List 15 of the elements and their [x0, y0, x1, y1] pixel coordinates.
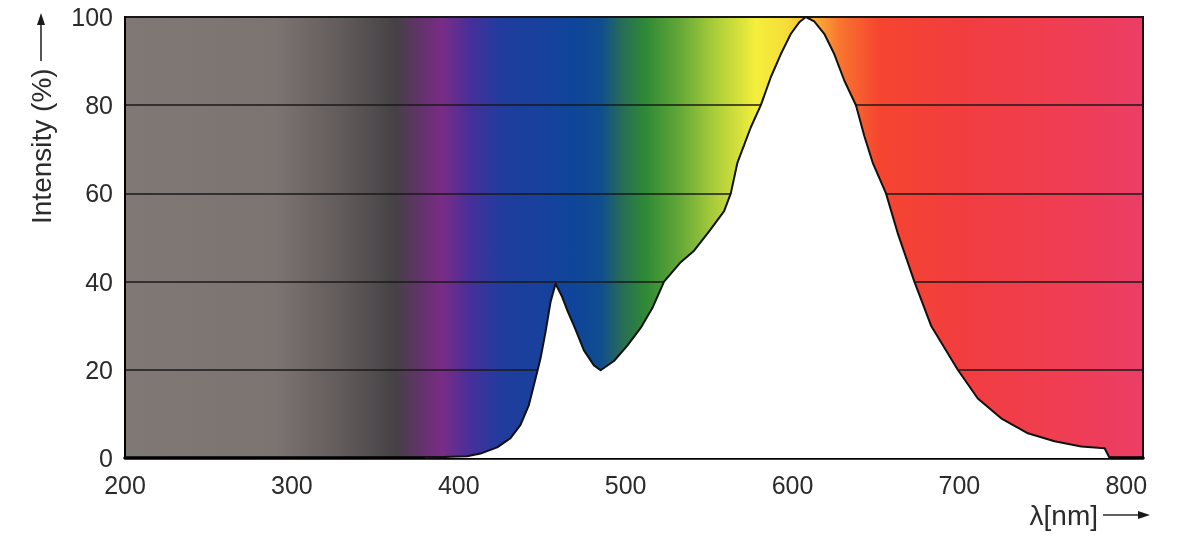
x-axis-title: λ[nm]: [1029, 499, 1098, 531]
y-axis-title: Intensity (%): [25, 68, 57, 224]
x-tick-label: 600: [771, 470, 814, 499]
x-tick-label: 300: [271, 470, 313, 499]
x-tick-label: 700: [938, 470, 981, 499]
x-tick-label: 800: [1105, 470, 1148, 499]
y-tick-label: 80: [85, 91, 113, 120]
x-tick-label: 400: [437, 470, 480, 499]
y-tick-label: 100: [71, 3, 113, 31]
x-tick-label: 500: [604, 470, 647, 499]
y-tick-label: 60: [85, 179, 113, 208]
x-tick-label: 200: [104, 470, 146, 499]
y-tick-label: 20: [85, 355, 113, 384]
y-tick-label: 0: [99, 444, 113, 472]
y-tick-label: 40: [85, 267, 113, 296]
